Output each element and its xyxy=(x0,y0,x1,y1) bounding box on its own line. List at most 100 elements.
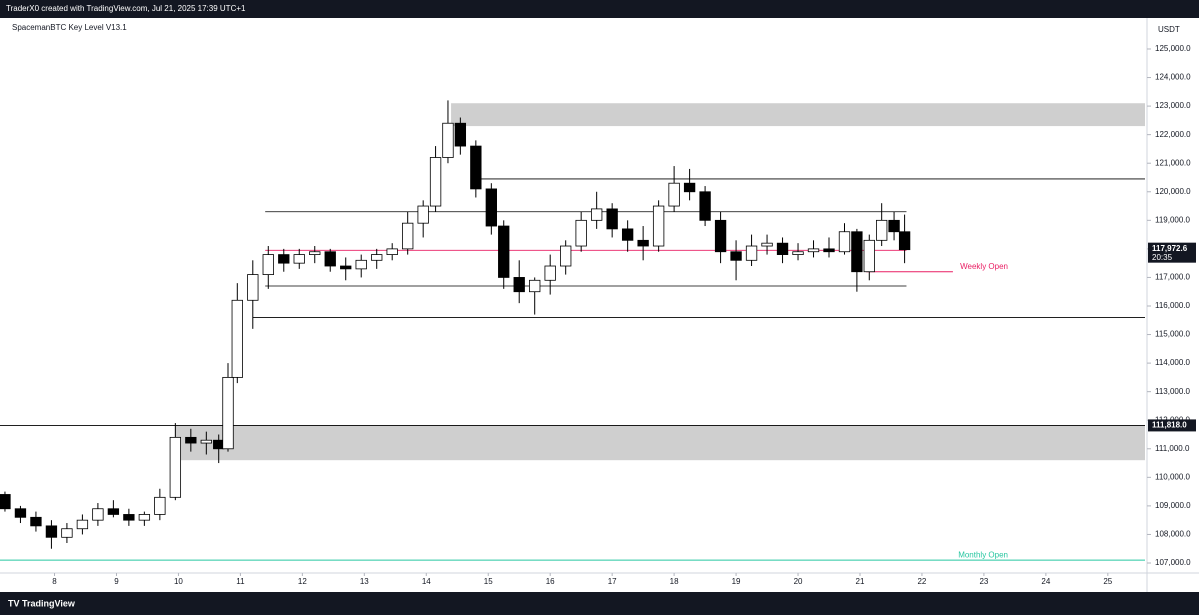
candle-body xyxy=(231,299,243,378)
candle-body xyxy=(621,228,634,241)
x-tick-label: 8 xyxy=(52,577,57,586)
x-tick-label: 22 xyxy=(917,577,926,586)
candle-body xyxy=(485,188,498,227)
candle-body xyxy=(340,265,352,270)
candle-body xyxy=(247,274,259,301)
top-bar xyxy=(0,0,1199,18)
candle-body xyxy=(876,219,888,241)
candle-body xyxy=(138,514,151,521)
open-level-label: Monthly Open xyxy=(958,550,1008,559)
candle-body xyxy=(761,242,773,247)
candle-body xyxy=(107,508,120,515)
candle-body xyxy=(838,231,851,253)
zone xyxy=(175,425,1145,461)
candle-body xyxy=(14,508,27,518)
x-tick-label: 13 xyxy=(360,577,369,586)
candle-body xyxy=(355,259,367,270)
candle-body xyxy=(470,145,482,190)
candle-body xyxy=(200,439,212,444)
candle-body xyxy=(560,245,572,267)
candle-body xyxy=(309,251,321,255)
x-tick-label: 14 xyxy=(422,577,431,586)
x-tick-label: 10 xyxy=(174,577,183,586)
candle-body xyxy=(823,248,835,253)
candle-body xyxy=(513,277,525,293)
y-tick-label: 124,000.0 xyxy=(1155,73,1191,82)
x-tick-label: 18 xyxy=(670,577,679,586)
candle-body xyxy=(575,219,587,247)
y-tick-label: 107,000.0 xyxy=(1155,558,1191,567)
candle-body xyxy=(429,157,442,207)
y-tick-label: 117,000.0 xyxy=(1155,273,1191,282)
x-tick-label: 17 xyxy=(608,577,617,586)
x-tick-label: 21 xyxy=(856,577,865,586)
candle-body xyxy=(402,222,414,250)
x-tick-label: 9 xyxy=(114,577,119,586)
last-price-box xyxy=(1148,242,1196,263)
candle-body xyxy=(222,376,234,450)
bottom-bar xyxy=(0,592,1199,615)
candle-body xyxy=(30,516,42,527)
countdown: 20:35 xyxy=(1152,253,1173,262)
header-text: TraderX0 created with TradingView.com, J… xyxy=(6,4,246,13)
y-tick-label: 114,000.0 xyxy=(1155,358,1191,367)
candle-body xyxy=(668,182,680,207)
y-tick-label: 113,000.0 xyxy=(1155,387,1191,396)
candle-body xyxy=(529,279,541,293)
candle-body xyxy=(863,239,875,273)
x-tick-label: 23 xyxy=(979,577,988,586)
candle-body xyxy=(652,205,665,247)
price-label: 111,818.0 xyxy=(1152,421,1187,430)
candle-body xyxy=(185,436,197,444)
y-tick-label: 123,000.0 xyxy=(1155,101,1191,110)
x-tick-label: 11 xyxy=(236,577,245,586)
y-tick-label: 121,000.0 xyxy=(1155,158,1191,167)
y-tick-label: 116,000.0 xyxy=(1155,301,1191,310)
candle-body xyxy=(371,254,383,261)
candle-body xyxy=(807,248,820,253)
candle-body xyxy=(745,245,758,261)
candle-body xyxy=(417,205,429,224)
candle-body xyxy=(730,251,742,261)
candle-body xyxy=(714,219,727,253)
candle-body xyxy=(76,519,89,530)
price-label-box xyxy=(1148,419,1196,432)
x-tick-label: 20 xyxy=(794,577,803,586)
y-tick-label: 119,000.0 xyxy=(1155,215,1191,224)
candle-body xyxy=(590,208,603,221)
y-tick-label: 109,000.0 xyxy=(1155,501,1191,510)
y-tick-label: 111,000.0 xyxy=(1155,444,1190,453)
y-tick-label: 108,000.0 xyxy=(1155,530,1191,539)
candle-body xyxy=(386,248,398,255)
last-price-label: 117,972.6 xyxy=(1152,244,1188,253)
candle-body xyxy=(792,251,804,255)
candle-body xyxy=(45,525,58,538)
y-tick-label: 120,000.0 xyxy=(1155,187,1191,196)
x-tick-label: 24 xyxy=(1041,577,1050,586)
candle-body xyxy=(888,219,900,233)
candle-body xyxy=(293,254,305,264)
brand: TradingView xyxy=(22,598,76,608)
candle-body xyxy=(498,225,510,278)
x-tick-label: 19 xyxy=(732,577,741,586)
candle-body xyxy=(61,528,73,538)
candle-body xyxy=(92,508,104,521)
candle-body xyxy=(123,514,135,521)
candle-body xyxy=(776,242,789,255)
candle-body xyxy=(278,254,290,264)
candle-body xyxy=(454,122,467,147)
y-tick-label: 115,000.0 xyxy=(1155,330,1191,339)
indicator-title: SpacemanBTC Key Level V13.1 xyxy=(12,23,127,32)
candle-body xyxy=(898,231,911,251)
brand-logo: TV xyxy=(8,598,20,608)
candle-body xyxy=(324,251,336,267)
candle-body xyxy=(262,254,274,275)
x-tick-label: 16 xyxy=(546,577,555,586)
candle-body xyxy=(699,191,711,221)
currency: USDT xyxy=(1158,25,1180,34)
open-level-label: Weekly Open xyxy=(960,262,1008,271)
candle-body xyxy=(637,239,649,247)
candle-body xyxy=(442,122,454,158)
candle-body xyxy=(683,182,696,193)
